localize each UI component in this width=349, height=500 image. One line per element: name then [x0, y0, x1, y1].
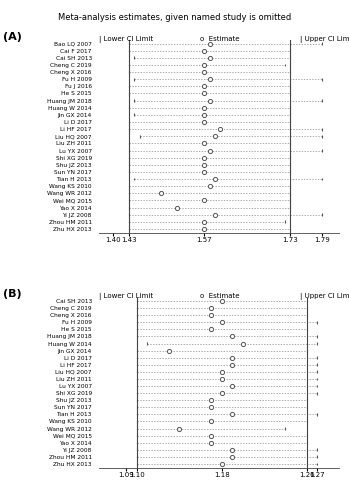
Text: | Lower CI Limit: | Lower CI Limit — [99, 292, 154, 300]
Text: o  Estimate: o Estimate — [200, 292, 240, 298]
Text: | Upper CI Limit: | Upper CI Limit — [300, 36, 349, 43]
Text: Meta-analysis estimates, given named study is omitted: Meta-analysis estimates, given named stu… — [58, 12, 291, 22]
Text: o  Estimate: o Estimate — [200, 36, 240, 42]
Text: (B): (B) — [3, 289, 22, 299]
Text: (A): (A) — [3, 32, 22, 42]
Text: | Lower CI Limit: | Lower CI Limit — [99, 36, 154, 43]
Text: | Upper CI Limit: | Upper CI Limit — [300, 292, 349, 300]
